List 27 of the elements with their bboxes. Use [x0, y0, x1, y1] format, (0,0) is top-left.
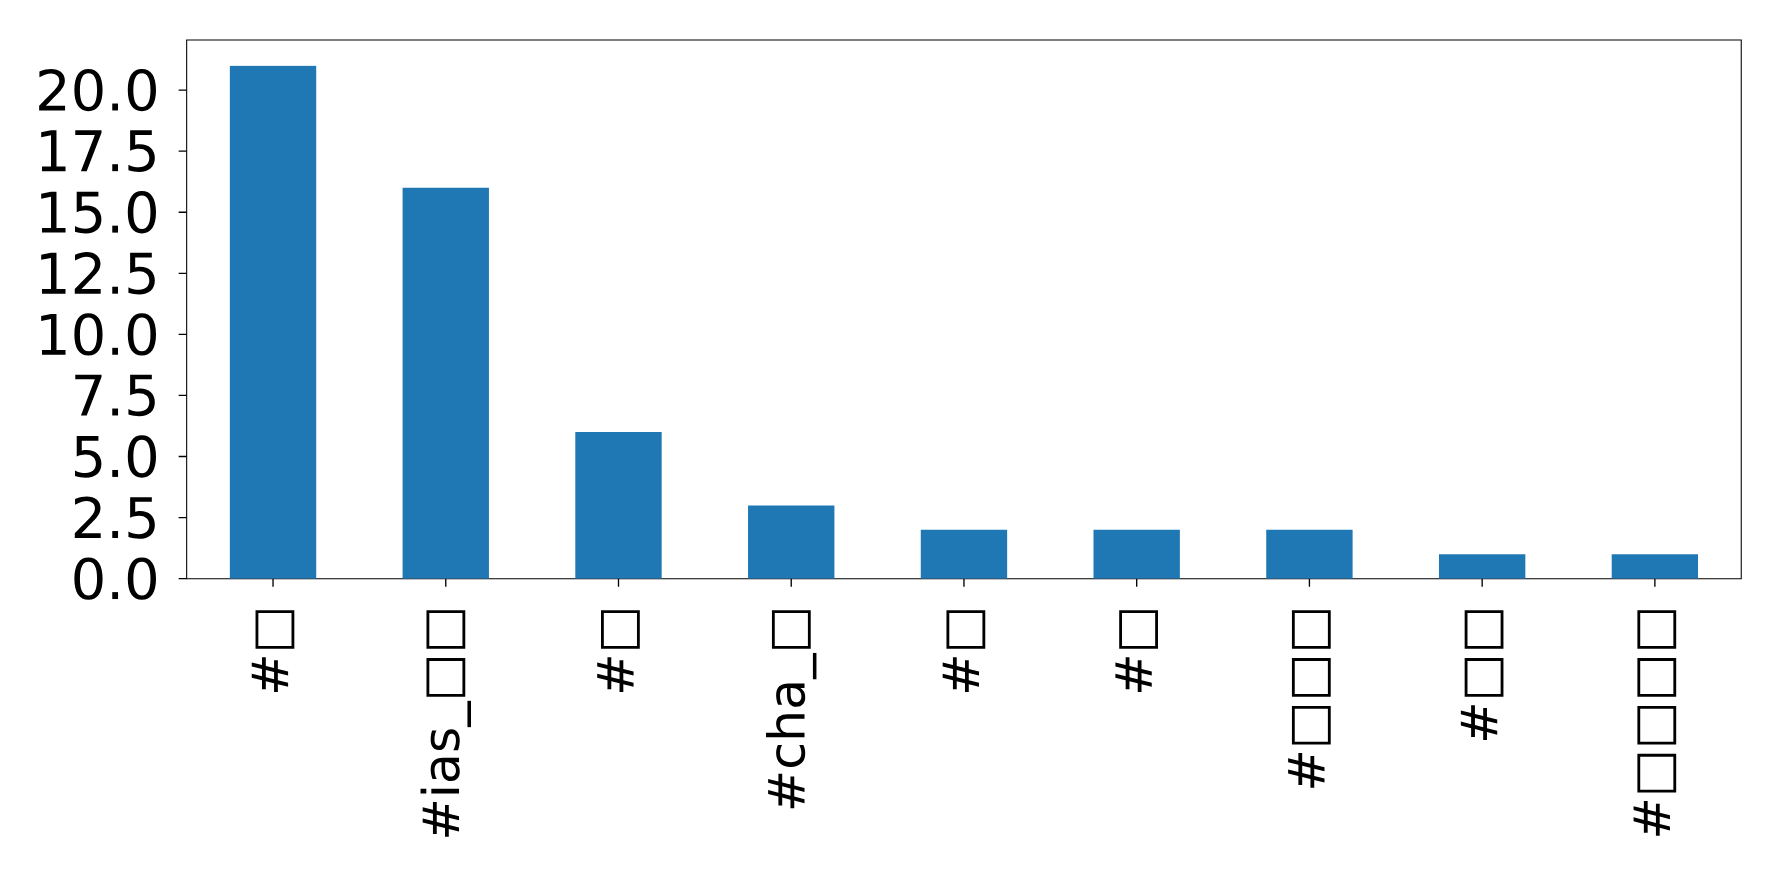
bar: [1611, 554, 1699, 579]
y-tick-label: 7.5: [75, 374, 155, 417]
y-tick-label: 5.0: [75, 435, 157, 478]
bar: [748, 505, 835, 579]
y-tick-label: 0.0: [74, 557, 157, 600]
y-tick-label: 2.5: [74, 496, 155, 539]
x-tick-label: #□: [251, 610, 295, 693]
y-tick-label: 15.0: [41, 191, 156, 234]
bar: [1438, 554, 1526, 579]
x-tick-label: #□□: [1460, 610, 1504, 740]
bar: [575, 432, 662, 579]
bar: [920, 529, 1008, 579]
x-tick-label: #□: [597, 610, 640, 693]
x-tick-label: #□□□: [1288, 610, 1331, 788]
y-tick-label: 10.0: [41, 313, 156, 356]
bar: [1266, 529, 1353, 579]
bar: [1093, 529, 1180, 579]
x-tick-label: #□□□□: [1633, 610, 1677, 836]
x-tick-label: #cha_□: [766, 610, 817, 809]
x-tick-label: #□: [1115, 610, 1158, 693]
y-tick-label: 17.5: [41, 130, 155, 172]
bar: [229, 65, 317, 579]
x-tick-label: #□: [942, 610, 986, 693]
y-tick-label: 12.5: [41, 252, 155, 295]
x-tick-label: #ias_□□: [420, 610, 471, 837]
bar: [402, 187, 489, 579]
y-tick-label: 20.0: [39, 68, 156, 112]
